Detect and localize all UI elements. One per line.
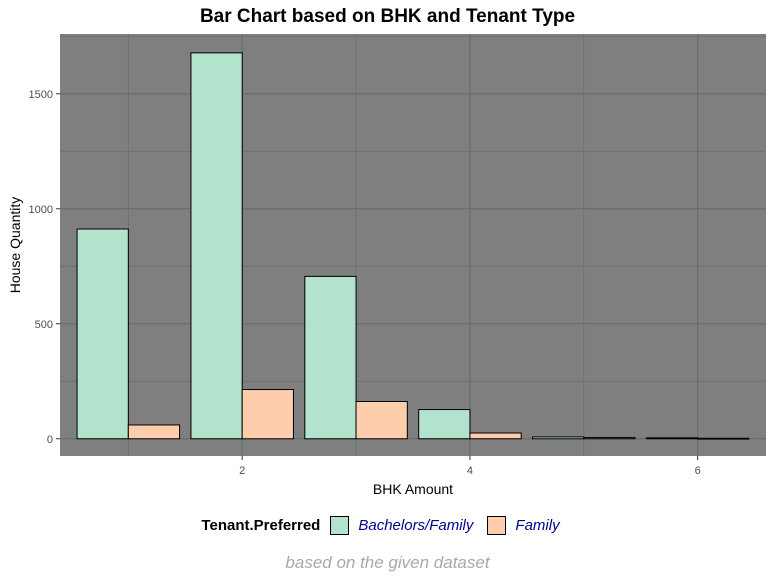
x-tick-label: 6 <box>695 465 701 477</box>
legend: Tenant.Preferred Bachelors/Family Family <box>0 516 775 535</box>
x-tick-label: 2 <box>239 465 245 477</box>
x-tick-label: 4 <box>467 465 473 477</box>
legend-label-family: Family <box>515 517 560 534</box>
legend-item-family: Family <box>487 516 565 535</box>
y-tick-label: 1000 <box>29 204 53 216</box>
bar-family-5 <box>583 437 636 440</box>
y-tick-label: 500 <box>35 319 53 331</box>
axes: 0 500 1000 1500 2 4 6 <box>29 89 701 477</box>
bar-bachelors-family-1 <box>76 228 129 440</box>
bars <box>76 52 750 440</box>
y-axis-label: House Quantity <box>7 197 23 294</box>
bar-bachelors-family-4 <box>418 409 471 440</box>
x-axis-label: BHK Amount <box>373 481 453 497</box>
plot-panel <box>60 34 766 456</box>
legend-title: Tenant.Preferred <box>201 517 321 534</box>
y-tick-label: 0 <box>47 434 53 446</box>
bar-bachelors-family-2 <box>190 52 243 440</box>
chart-title: Bar Chart based on BHK and Tenant Type <box>199 6 576 27</box>
bar-family-4 <box>469 432 522 440</box>
bar-bachelors-family-6 <box>645 437 699 440</box>
legend-item-bachelors-family: Bachelors/Family <box>330 516 479 535</box>
bar-family-3 <box>355 400 408 440</box>
bar-bachelors-family-5 <box>532 436 585 440</box>
legend-key-family <box>487 516 507 535</box>
y-tick-label: 1500 <box>29 89 53 101</box>
bar-family-6 <box>697 437 750 440</box>
bar-family-2 <box>241 389 294 440</box>
legend-label-bachelors-family: Bachelors/Family <box>358 517 474 534</box>
bar-family-1 <box>127 424 181 440</box>
bar-bachelors-family-3 <box>304 275 357 440</box>
legend-key-bachelors-family <box>330 516 350 535</box>
chart-caption: based on the given dataset <box>285 553 490 572</box>
